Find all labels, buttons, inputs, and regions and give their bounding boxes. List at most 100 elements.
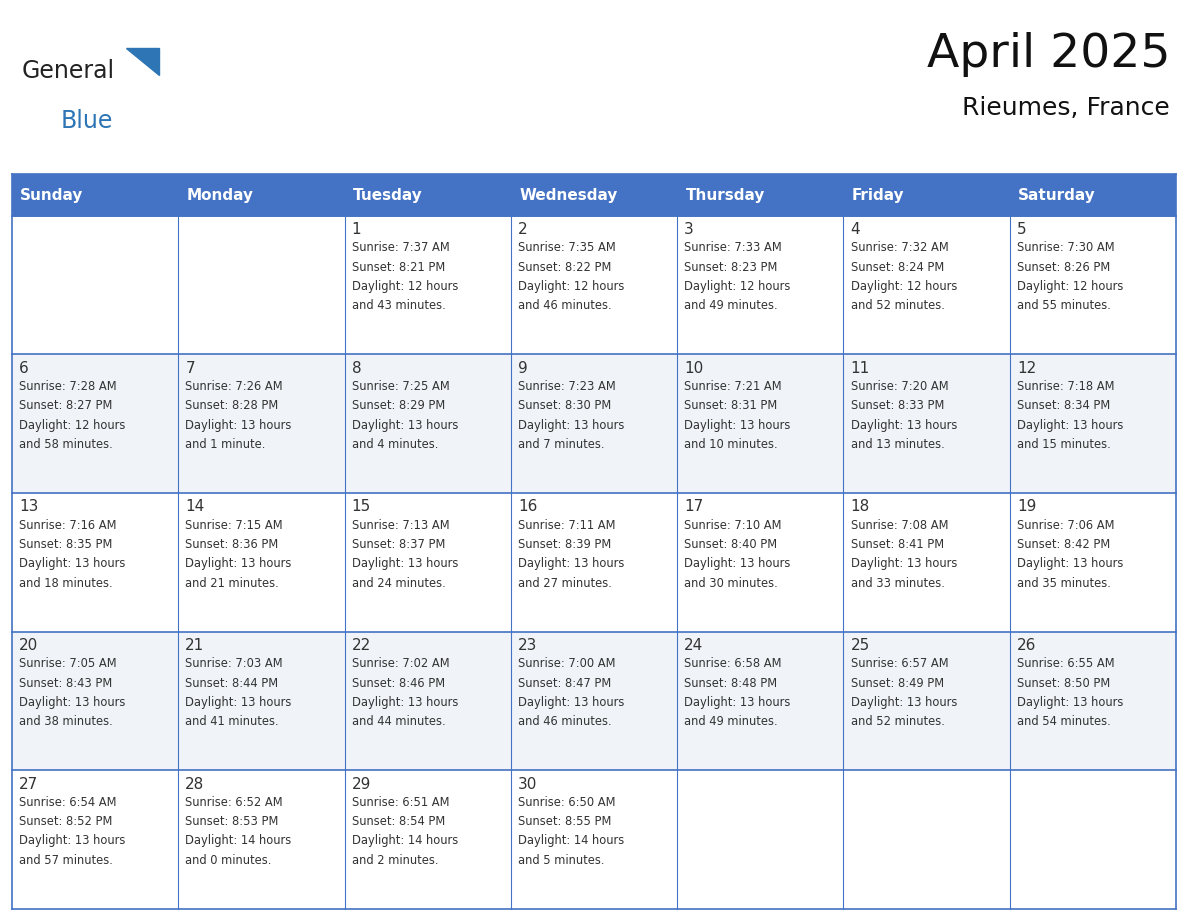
Text: Daylight: 12 hours: Daylight: 12 hours bbox=[1017, 280, 1124, 293]
Text: Sunrise: 7:26 AM: Sunrise: 7:26 AM bbox=[185, 380, 283, 393]
Text: Sunrise: 7:15 AM: Sunrise: 7:15 AM bbox=[185, 519, 283, 532]
Text: 17: 17 bbox=[684, 499, 703, 514]
Text: and 54 minutes.: and 54 minutes. bbox=[1017, 715, 1111, 728]
Bar bbox=[178, 354, 345, 493]
Text: 20: 20 bbox=[19, 638, 38, 653]
Bar bbox=[1010, 770, 1176, 909]
Bar bbox=[677, 216, 843, 354]
Text: Sunrise: 7:10 AM: Sunrise: 7:10 AM bbox=[684, 519, 782, 532]
Text: Sunset: 8:34 PM: Sunset: 8:34 PM bbox=[1017, 399, 1110, 412]
Text: Daylight: 12 hours: Daylight: 12 hours bbox=[684, 280, 791, 293]
Bar bbox=[511, 632, 677, 770]
Bar bbox=[12, 354, 178, 493]
Bar bbox=[1010, 632, 1176, 770]
Text: Sunrise: 7:05 AM: Sunrise: 7:05 AM bbox=[19, 657, 116, 670]
Bar bbox=[178, 632, 345, 770]
Text: Daylight: 13 hours: Daylight: 13 hours bbox=[518, 696, 625, 709]
Text: 4: 4 bbox=[851, 222, 860, 237]
Text: Blue: Blue bbox=[61, 109, 113, 133]
Bar bbox=[677, 770, 843, 909]
Text: Daylight: 13 hours: Daylight: 13 hours bbox=[851, 696, 958, 709]
Text: and 5 minutes.: and 5 minutes. bbox=[518, 854, 605, 867]
Text: Wednesday: Wednesday bbox=[519, 187, 618, 203]
Text: Sunset: 8:24 PM: Sunset: 8:24 PM bbox=[851, 261, 943, 274]
Bar bbox=[511, 493, 677, 632]
Bar bbox=[511, 174, 677, 216]
Text: 12: 12 bbox=[1017, 361, 1036, 375]
Text: and 7 minutes.: and 7 minutes. bbox=[518, 438, 605, 451]
Text: 14: 14 bbox=[185, 499, 204, 514]
Text: Sunrise: 7:16 AM: Sunrise: 7:16 AM bbox=[19, 519, 116, 532]
Text: and 49 minutes.: and 49 minutes. bbox=[684, 299, 778, 312]
Text: 9: 9 bbox=[518, 361, 527, 375]
Text: Daylight: 13 hours: Daylight: 13 hours bbox=[185, 419, 292, 431]
Bar bbox=[178, 770, 345, 909]
Bar bbox=[345, 770, 511, 909]
Text: Sunset: 8:41 PM: Sunset: 8:41 PM bbox=[851, 538, 943, 551]
Text: and 44 minutes.: and 44 minutes. bbox=[352, 715, 446, 728]
Text: Daylight: 13 hours: Daylight: 13 hours bbox=[19, 696, 126, 709]
Text: Sunrise: 7:18 AM: Sunrise: 7:18 AM bbox=[1017, 380, 1114, 393]
Text: Sunrise: 6:50 AM: Sunrise: 6:50 AM bbox=[518, 796, 615, 809]
Polygon shape bbox=[126, 48, 159, 75]
Text: Tuesday: Tuesday bbox=[353, 187, 423, 203]
Text: and 46 minutes.: and 46 minutes. bbox=[518, 715, 612, 728]
Bar bbox=[843, 174, 1010, 216]
Text: and 57 minutes.: and 57 minutes. bbox=[19, 854, 113, 867]
Text: Daylight: 13 hours: Daylight: 13 hours bbox=[684, 419, 791, 431]
Text: Sunset: 8:55 PM: Sunset: 8:55 PM bbox=[518, 815, 612, 828]
Text: Daylight: 13 hours: Daylight: 13 hours bbox=[19, 557, 126, 570]
Text: 6: 6 bbox=[19, 361, 29, 375]
Text: Thursday: Thursday bbox=[685, 187, 765, 203]
Text: Sunrise: 7:23 AM: Sunrise: 7:23 AM bbox=[518, 380, 615, 393]
Bar bbox=[511, 354, 677, 493]
Bar bbox=[677, 354, 843, 493]
Text: and 58 minutes.: and 58 minutes. bbox=[19, 438, 113, 451]
Text: Daylight: 13 hours: Daylight: 13 hours bbox=[1017, 696, 1124, 709]
Bar bbox=[843, 354, 1010, 493]
Text: Daylight: 13 hours: Daylight: 13 hours bbox=[185, 557, 292, 570]
Bar bbox=[677, 174, 843, 216]
Text: Sunset: 8:27 PM: Sunset: 8:27 PM bbox=[19, 399, 113, 412]
Text: and 18 minutes.: and 18 minutes. bbox=[19, 577, 113, 589]
Text: 16: 16 bbox=[518, 499, 537, 514]
Text: 26: 26 bbox=[1017, 638, 1036, 653]
Bar bbox=[677, 493, 843, 632]
Text: Daylight: 13 hours: Daylight: 13 hours bbox=[518, 419, 625, 431]
Text: Daylight: 13 hours: Daylight: 13 hours bbox=[352, 557, 459, 570]
Text: 11: 11 bbox=[851, 361, 870, 375]
Text: 8: 8 bbox=[352, 361, 361, 375]
Text: 30: 30 bbox=[518, 777, 537, 791]
Text: 7: 7 bbox=[185, 361, 195, 375]
Text: and 55 minutes.: and 55 minutes. bbox=[1017, 299, 1111, 312]
Bar bbox=[843, 493, 1010, 632]
Text: and 24 minutes.: and 24 minutes. bbox=[352, 577, 446, 589]
Text: and 0 minutes.: and 0 minutes. bbox=[185, 854, 272, 867]
Text: and 10 minutes.: and 10 minutes. bbox=[684, 438, 778, 451]
Text: General: General bbox=[21, 59, 114, 83]
Text: Sunset: 8:50 PM: Sunset: 8:50 PM bbox=[1017, 677, 1110, 689]
Text: Daylight: 13 hours: Daylight: 13 hours bbox=[684, 696, 791, 709]
Text: 29: 29 bbox=[352, 777, 371, 791]
Bar bbox=[843, 216, 1010, 354]
Text: Sunset: 8:54 PM: Sunset: 8:54 PM bbox=[352, 815, 444, 828]
Text: Daylight: 13 hours: Daylight: 13 hours bbox=[851, 557, 958, 570]
Text: Sunset: 8:33 PM: Sunset: 8:33 PM bbox=[851, 399, 944, 412]
Text: Sunset: 8:42 PM: Sunset: 8:42 PM bbox=[1017, 538, 1110, 551]
Text: Sunset: 8:23 PM: Sunset: 8:23 PM bbox=[684, 261, 778, 274]
Text: Sunset: 8:29 PM: Sunset: 8:29 PM bbox=[352, 399, 444, 412]
Text: and 27 minutes.: and 27 minutes. bbox=[518, 577, 612, 589]
Text: and 33 minutes.: and 33 minutes. bbox=[851, 577, 944, 589]
Text: Sunrise: 7:02 AM: Sunrise: 7:02 AM bbox=[352, 657, 449, 670]
Text: 13: 13 bbox=[19, 499, 38, 514]
Text: Sunset: 8:26 PM: Sunset: 8:26 PM bbox=[1017, 261, 1110, 274]
Bar bbox=[1010, 493, 1176, 632]
Text: Sunset: 8:48 PM: Sunset: 8:48 PM bbox=[684, 677, 777, 689]
Text: Sunrise: 7:21 AM: Sunrise: 7:21 AM bbox=[684, 380, 782, 393]
Text: Rieumes, France: Rieumes, France bbox=[962, 96, 1170, 120]
Text: 24: 24 bbox=[684, 638, 703, 653]
Bar bbox=[1010, 216, 1176, 354]
Text: Daylight: 14 hours: Daylight: 14 hours bbox=[185, 834, 291, 847]
Text: and 15 minutes.: and 15 minutes. bbox=[1017, 438, 1111, 451]
Text: Sunrise: 7:35 AM: Sunrise: 7:35 AM bbox=[518, 241, 615, 254]
